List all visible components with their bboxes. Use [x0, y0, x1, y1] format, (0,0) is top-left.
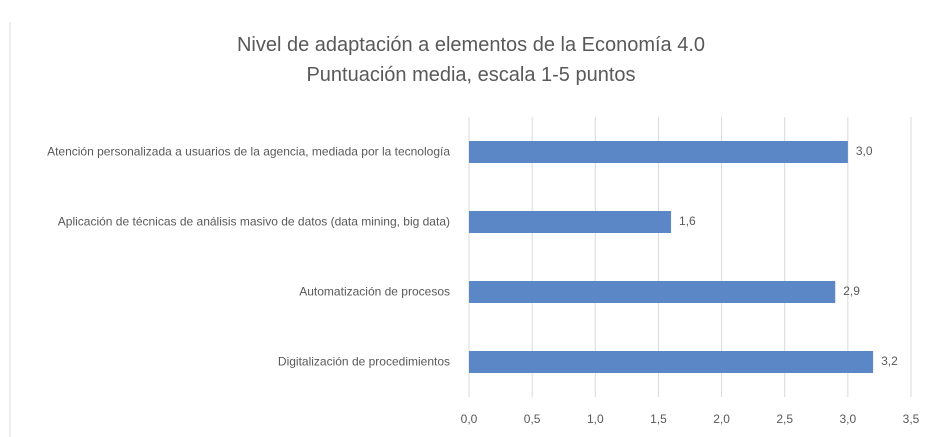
x-tick-label: 3,0: [840, 412, 857, 426]
bar: [469, 281, 836, 303]
bar: [469, 141, 848, 163]
chart-title: Nivel de adaptación a elementos de la Ec…: [236, 34, 706, 56]
x-tick-label: 0,5: [524, 412, 541, 426]
x-tick-label: 2,0: [713, 412, 730, 426]
x-tick-label: 2,5: [776, 412, 793, 426]
value-label: 1,6: [679, 214, 696, 228]
bar: [469, 351, 874, 373]
y-tick-label: Digitalización de procedimientos: [277, 354, 450, 369]
y-tick-label: Atención personalizada a usuarios de la …: [47, 144, 450, 159]
value-label: 3,2: [881, 354, 898, 368]
value-label: 2,9: [843, 284, 860, 298]
value-label: 3,0: [856, 144, 873, 158]
x-tick-label: 1,0: [587, 412, 604, 426]
y-tick-label: Aplicación de técnicas de análisis masiv…: [57, 214, 450, 229]
x-tick-label: 3,5: [903, 412, 920, 426]
x-tick-label: 0,0: [461, 412, 478, 426]
chart-subtitle: Puntuación media, escala 1-5 puntos: [306, 64, 636, 86]
x-tick-label: 1,5: [650, 412, 667, 426]
bar: [469, 211, 672, 233]
y-tick-label: Automatización de procesos: [299, 284, 450, 299]
